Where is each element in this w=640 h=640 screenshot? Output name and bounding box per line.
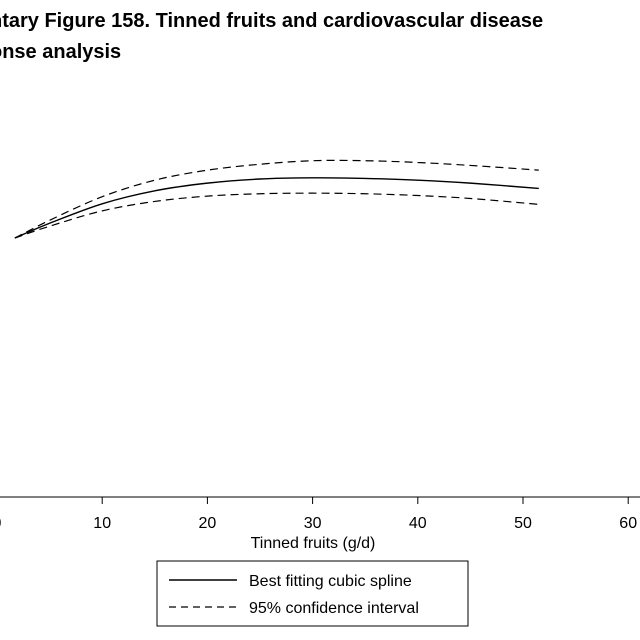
x-tick-label: 60 <box>619 515 637 532</box>
x-tick-label: 50 <box>514 515 532 532</box>
chart-title-line2: onse analysis <box>0 41 122 63</box>
legend-box <box>156 560 469 627</box>
x-tick-label: 0 <box>0 515 2 532</box>
upper-ci-line <box>14 159 539 239</box>
legend: Best fitting cubic spline 95% confidence… <box>156 560 469 627</box>
x-axis-label: Tinned fruits (g/d) <box>251 535 376 552</box>
x-tick-label: 10 <box>93 515 111 532</box>
chart-title: ntary Figure 158. Tinned fruits and card… <box>0 6 543 68</box>
x-tick-label: 30 <box>304 515 322 532</box>
x-tick-label: 20 <box>199 515 217 532</box>
spline-line <box>14 177 539 239</box>
chart-title-line1: ntary Figure 158. Tinned fruits and card… <box>0 10 544 32</box>
plot-area <box>14 159 539 239</box>
x-axis: 0 10 20 30 40 50 60 <box>0 496 640 532</box>
legend-entry-2: 95% confidence interval <box>249 600 419 617</box>
lower-ci-line <box>14 192 539 239</box>
x-tick-label: 40 <box>409 515 427 532</box>
legend-entry-1: Best fitting cubic spline <box>249 573 412 590</box>
